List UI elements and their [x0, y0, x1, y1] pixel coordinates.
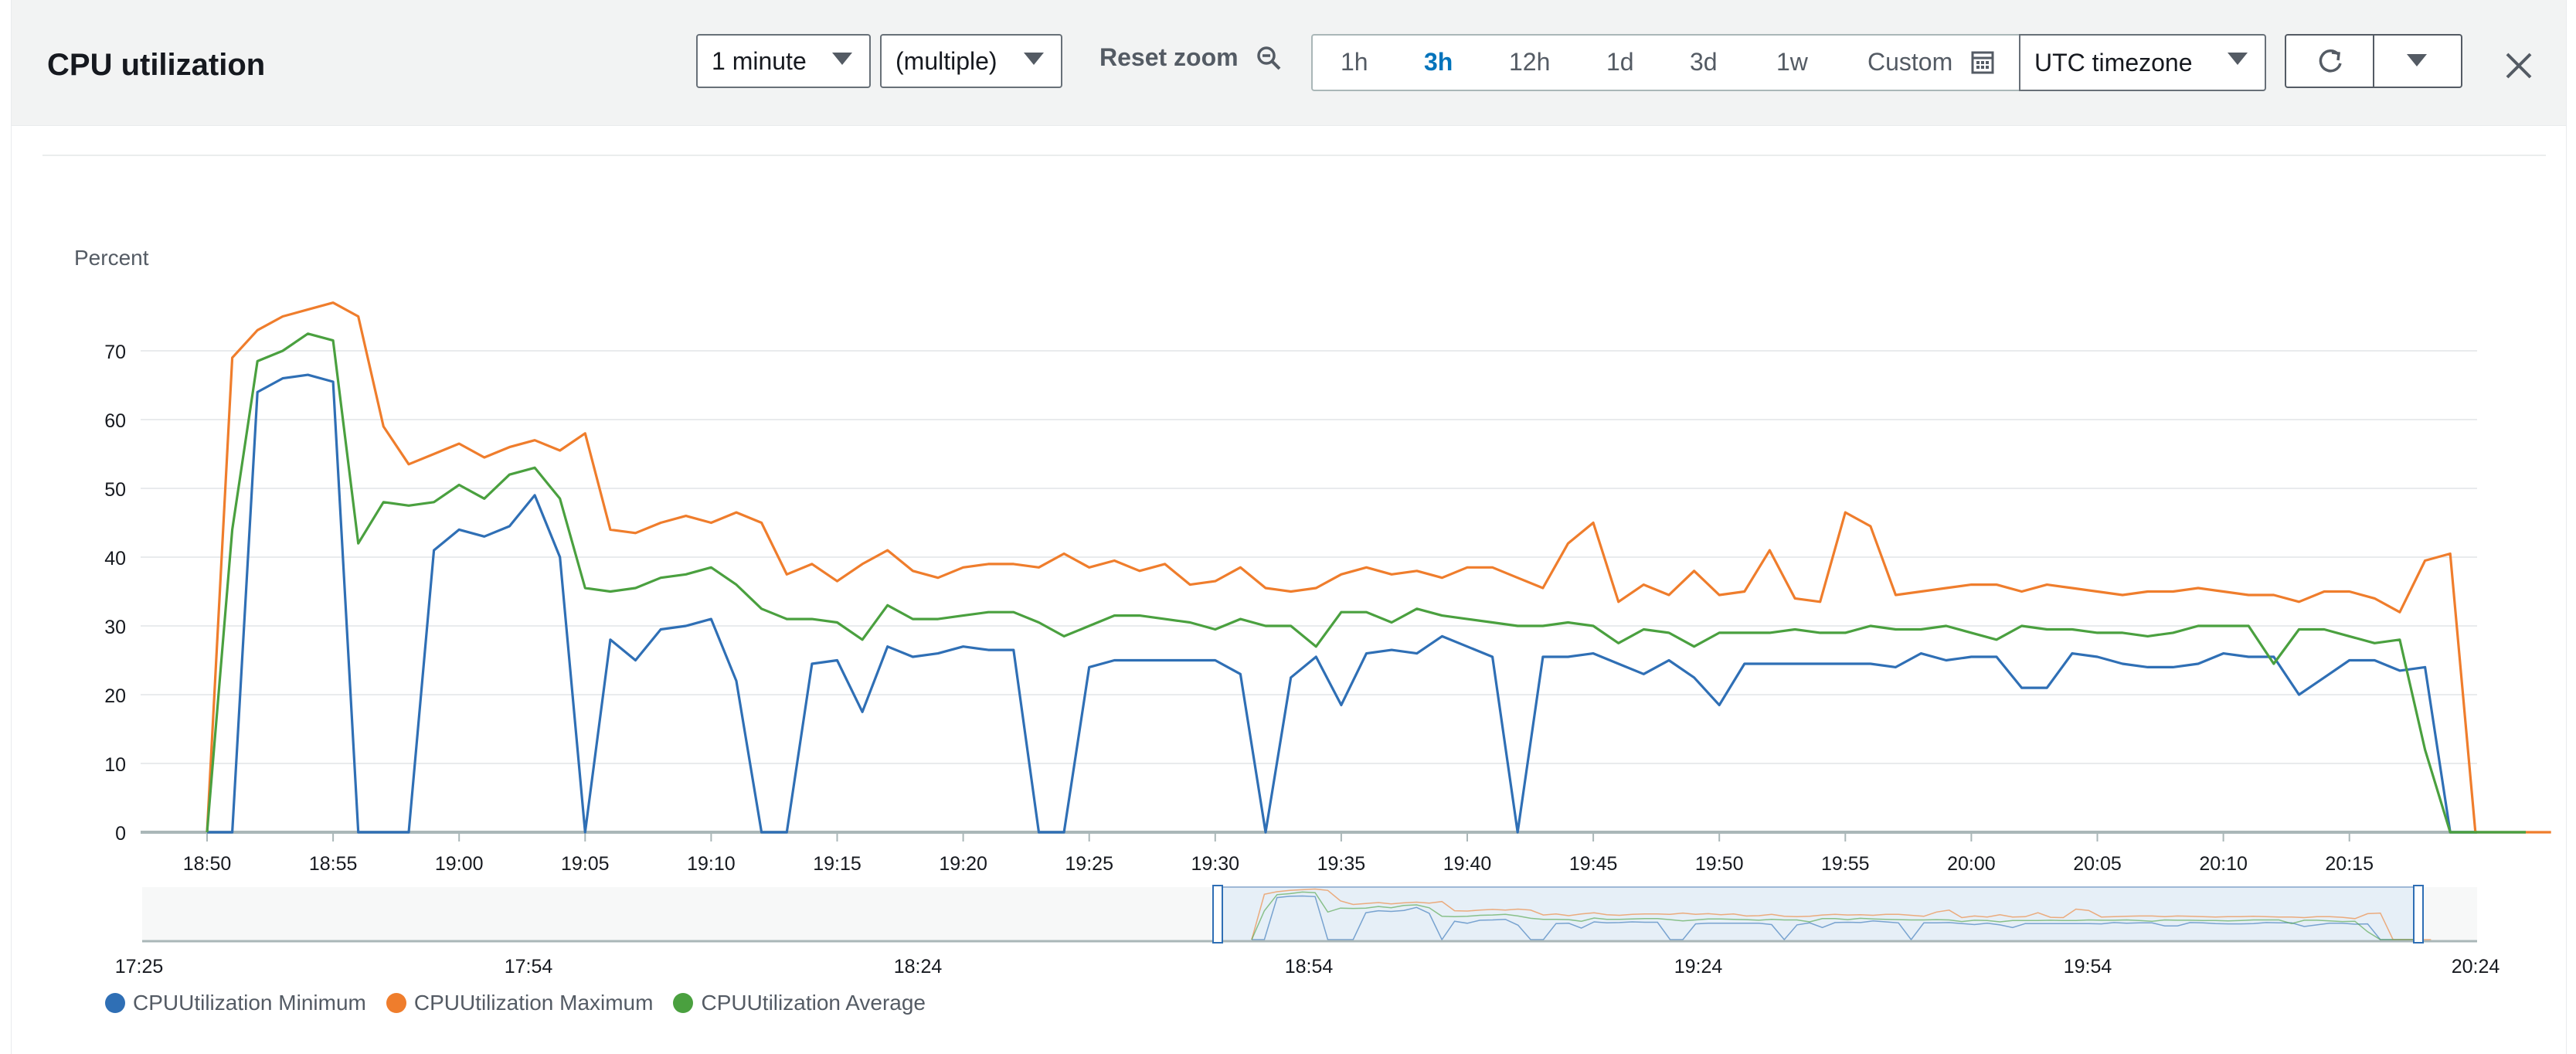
- series-line-maximum: [206, 301, 2551, 834]
- x-tick-label: 18:55: [309, 853, 358, 875]
- chart-legend: CPUUtilization Minimum CPUUtilization Ma…: [105, 991, 946, 1015]
- statistic-dropdown-label: (multiple): [895, 46, 997, 75]
- navigator-tick-label: 18:24: [894, 956, 943, 978]
- series-line-minimum: [207, 373, 2526, 834]
- time-navigator[interactable]: 17:25 17:54 18:24 18:54 19:24 19:54 20:24: [115, 885, 2500, 978]
- navigator-handle: [2413, 885, 2424, 944]
- calendar-icon[interactable]: [1971, 49, 1994, 74]
- legend-item-minimum[interactable]: CPUUtilization Minimum: [105, 991, 366, 1015]
- caret-down-icon: [1024, 53, 1044, 65]
- period-dropdown[interactable]: 1 minute: [696, 34, 871, 88]
- range-3h-button[interactable]: 3h: [1424, 48, 1453, 76]
- header-divider: [42, 155, 2546, 156]
- x-tick-label: 19:00: [435, 853, 484, 875]
- statistic-dropdown[interactable]: (multiple): [880, 34, 1062, 88]
- x-tick-label: 20:05: [2073, 853, 2122, 875]
- series-line-average: [206, 332, 2526, 834]
- refresh-icon: [2319, 49, 2342, 73]
- navigator-tick-label: 20:24: [2452, 956, 2500, 978]
- timezone-dropdown[interactable]: UTC timezone: [2019, 34, 2266, 91]
- y-tick-label: 0: [115, 823, 126, 845]
- range-3d-button[interactable]: 3d: [1690, 48, 1718, 76]
- navigator-tick-label: 19:54: [2064, 956, 2112, 978]
- widget-title: CPU utilization: [47, 48, 266, 82]
- x-tick-label: 18:50: [183, 853, 232, 875]
- range-custom-button[interactable]: Custom: [1867, 48, 1953, 76]
- legend-swatch: [105, 993, 125, 1013]
- legend-swatch: [673, 993, 694, 1013]
- navigator-tick-label: 19:24: [1674, 956, 1723, 978]
- navigator-series-line: [1252, 895, 2418, 941]
- y-tick-label: 40: [104, 548, 126, 570]
- x-tick-label: 19:10: [687, 853, 736, 875]
- navigator-series-line: [1251, 891, 2418, 940]
- range-12h-button[interactable]: 12h: [1509, 48, 1551, 76]
- y-tick-label: 70: [104, 342, 126, 363]
- y-tick-label: 50: [104, 479, 126, 501]
- refresh-options-dropdown[interactable]: [2373, 34, 2462, 88]
- navigator-tick-label: 17:54: [505, 956, 553, 978]
- navigator-tick-label: 18:54: [1285, 956, 1334, 978]
- y-tick-label: 10: [104, 754, 126, 776]
- range-1h-button[interactable]: 1h: [1341, 48, 1368, 76]
- legend-item-average[interactable]: CPUUtilization Average: [673, 991, 926, 1015]
- caret-down-icon: [832, 53, 852, 65]
- zoom-out-icon: [1256, 46, 1281, 70]
- x-tick-label: 19:35: [1317, 853, 1366, 875]
- caret-down-icon: [2228, 53, 2248, 65]
- navigator-tick-label: 17:25: [115, 956, 164, 978]
- refresh-button[interactable]: [2285, 34, 2374, 88]
- x-tick-label: 19:15: [813, 853, 861, 875]
- caret-down-icon: [2407, 54, 2427, 66]
- widget-header: CPU utilization 1 minute (multiple) Rese…: [12, 0, 2566, 126]
- x-tick-label: 19:25: [1065, 853, 1113, 875]
- timezone-label: UTC timezone: [2034, 48, 2193, 76]
- legend-item-maximum[interactable]: CPUUtilization Maximum: [386, 991, 654, 1015]
- period-dropdown-label: 1 minute: [712, 46, 807, 75]
- x-tick-label: 20:10: [2199, 853, 2248, 875]
- x-tick-label: 19:55: [1821, 853, 1870, 875]
- x-tick-label: 19:40: [1443, 853, 1492, 875]
- legend-label: CPUUtilization Average: [701, 991, 926, 1015]
- y-axis-label: Percent: [74, 246, 149, 270]
- x-tick-label: 19:05: [561, 853, 610, 875]
- x-tick-label: 19:50: [1695, 853, 1744, 875]
- reset-zoom-button[interactable]: Reset zoom: [1099, 43, 1282, 72]
- navigator-selection: [1217, 886, 2419, 942]
- x-tick-label: 20:00: [1947, 853, 1996, 875]
- y-tick-label: 60: [104, 410, 126, 432]
- range-1d-button[interactable]: 1d: [1606, 48, 1634, 76]
- x-tick-label: 19:45: [1569, 853, 1618, 875]
- navigator-series-line: [1251, 888, 2432, 940]
- y-tick-label: 20: [104, 685, 126, 707]
- close-icon[interactable]: [2504, 51, 2534, 80]
- legend-label: CPUUtilization Minimum: [133, 991, 366, 1015]
- legend-swatch: [386, 993, 406, 1013]
- y-tick-label: 30: [104, 617, 126, 638]
- range-1w-button[interactable]: 1w: [1776, 48, 1808, 76]
- x-tick-label: 20:15: [2325, 853, 2374, 875]
- reset-zoom-label: Reset zoom: [1099, 43, 1239, 71]
- widget-panel: CPU utilization 1 minute (multiple) Rese…: [11, 0, 2567, 1054]
- x-tick-label: 19:30: [1191, 853, 1240, 875]
- legend-label: CPUUtilization Maximum: [413, 991, 654, 1015]
- x-tick-label: 19:20: [939, 853, 987, 875]
- navigator-handle: [1212, 885, 1223, 944]
